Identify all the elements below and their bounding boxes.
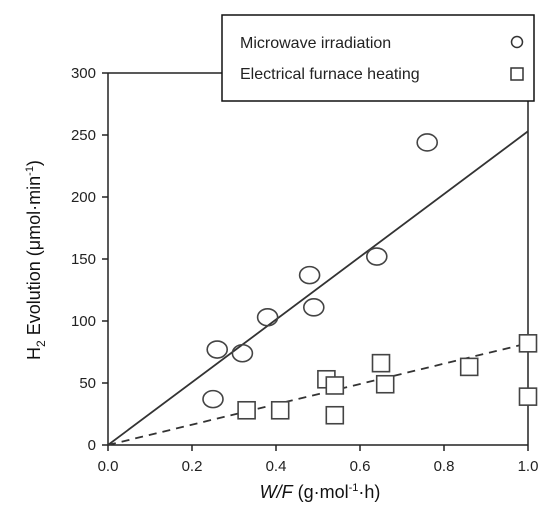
point-square (325, 376, 345, 395)
x-tick-label: 1.0 (518, 458, 539, 475)
point-square (459, 357, 479, 377)
x-tick-label: 0.4 (266, 458, 287, 475)
legend-label-furnace: Electrical furnace heating (240, 66, 420, 83)
point-circle (231, 343, 254, 363)
y-tick-label: 200 (71, 189, 96, 206)
fit-line-1 (107, 342, 529, 446)
point-circle (206, 340, 228, 359)
y-tick-label: 300 (71, 65, 96, 82)
point-square (237, 400, 256, 420)
x-axis-title: W/F (g·mol-1·h) (260, 482, 381, 502)
x-axis-title-main: W/F (260, 482, 294, 502)
y-tick-label: 50 (79, 375, 96, 392)
y-axis-title-close: ) (24, 160, 44, 166)
point-circle (365, 247, 388, 266)
point-circle (302, 298, 325, 317)
point-circle (256, 307, 279, 327)
plot-frame (107, 72, 529, 446)
legend-marker-circle (510, 35, 524, 49)
point-square (270, 400, 290, 420)
legend-marker-square (510, 67, 524, 81)
x-axis: 0.0 0.2 0.4 0.6 0.8 1.0 (98, 445, 539, 475)
y-axis-title-sub: 2 (34, 340, 48, 347)
y-tick-label: 150 (71, 251, 96, 268)
y-tick-label: 250 (71, 127, 96, 144)
y-axis-title-sup: -1 (24, 166, 36, 176)
y-axis: 0 50 100 150 200 250 300 (71, 65, 108, 454)
y-tick-label: 100 (71, 313, 96, 330)
data-markers (202, 133, 538, 425)
point-square (375, 374, 395, 394)
x-tick-label: 0.2 (182, 458, 203, 475)
legend: Microwave irradiation Electrical furnace… (221, 14, 535, 102)
legend-box (221, 14, 535, 102)
legend-label-microwave: Microwave irradiation (240, 35, 391, 52)
x-axis-title-unit-pre: (g·mol (298, 482, 349, 502)
y-axis-title-main: H (24, 347, 44, 360)
y-axis-title: H2 Evolution (μmol·min-1) (24, 160, 48, 360)
point-circle (202, 389, 224, 409)
point-square (518, 334, 538, 353)
fit-line-0 (107, 130, 529, 446)
point-square (371, 353, 391, 373)
x-axis-title-unit-post: ·h) (358, 482, 380, 502)
y-axis-title-rest: Evolution (μmol·min (24, 176, 44, 340)
x-tick-label: 0.0 (98, 458, 119, 475)
x-tick-label: 0.8 (434, 458, 455, 475)
point-circle (298, 265, 321, 285)
y-tick-label: 0 (88, 437, 96, 454)
point-circle (416, 133, 439, 152)
point-square (518, 387, 538, 406)
x-axis-title-unit-sup: -1 (349, 482, 359, 494)
fit-lines (107, 130, 529, 446)
x-tick-label: 0.6 (350, 458, 371, 475)
point-square (325, 405, 345, 425)
